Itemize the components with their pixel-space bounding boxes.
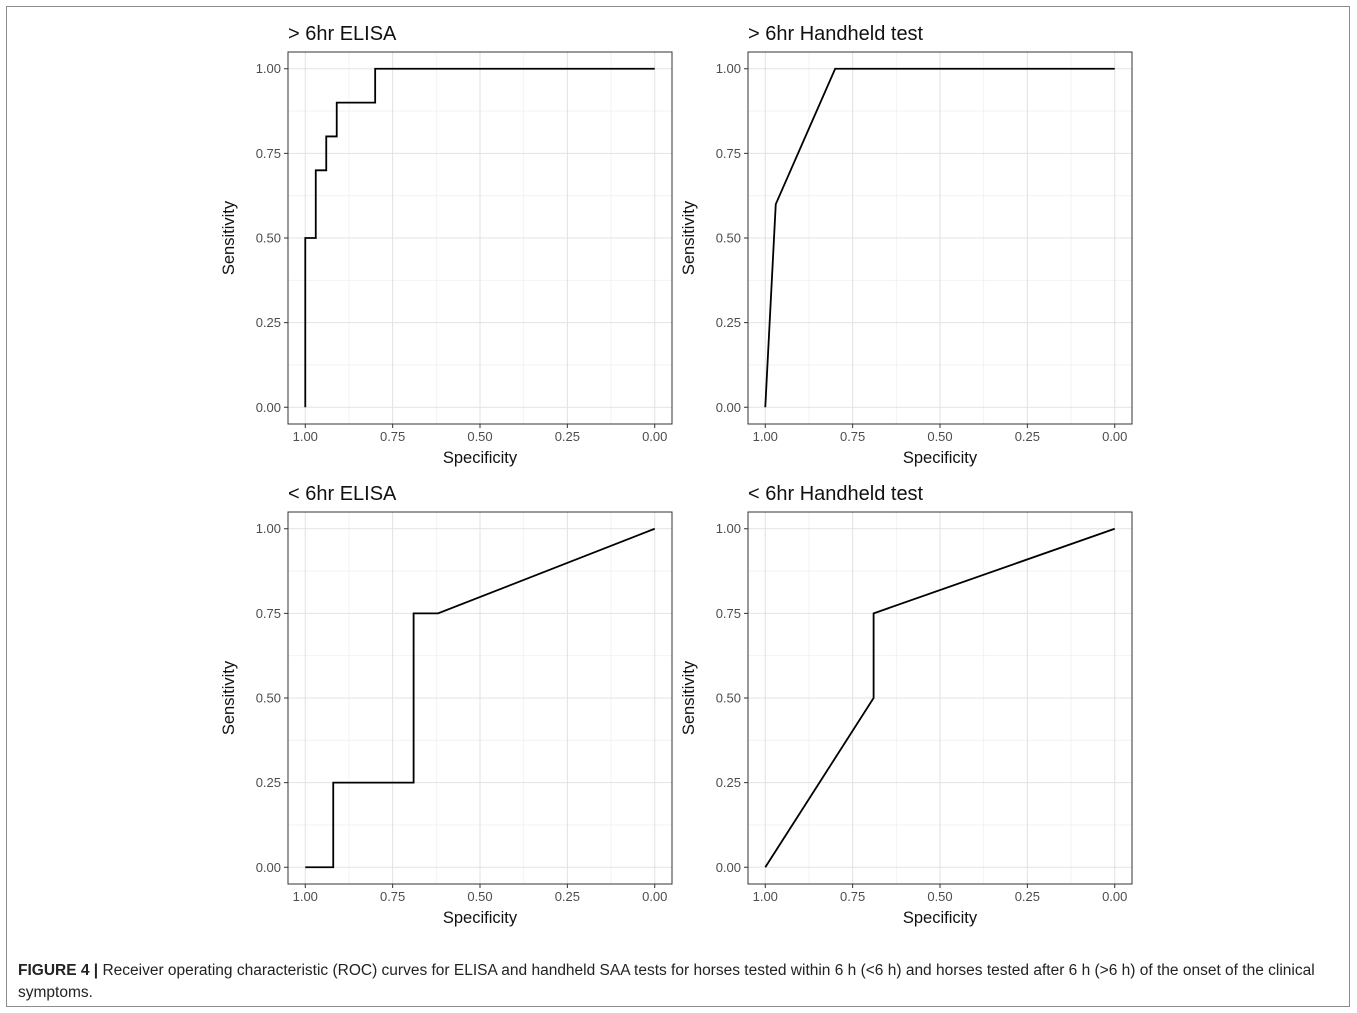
x-tick-label: 0.75 xyxy=(380,429,405,444)
y-tick-label: 0.00 xyxy=(256,400,281,415)
x-tick-label: 0.50 xyxy=(467,889,492,904)
y-axis-title: Sensitivity xyxy=(220,200,238,275)
y-tick-label: 1.00 xyxy=(256,521,281,536)
x-tick-label: 0.50 xyxy=(927,889,952,904)
panel-title: < 6hr ELISA xyxy=(288,483,397,505)
x-tick-label: 1.00 xyxy=(753,889,778,904)
figure-label: FIGURE 4 | xyxy=(18,962,99,979)
x-tick-label: 0.00 xyxy=(642,429,667,444)
x-tick-label: 1.00 xyxy=(293,889,318,904)
x-axis-title: Specificity xyxy=(443,909,518,927)
y-axis-title: Sensitivity xyxy=(680,200,698,275)
panel-title: > 6hr Handheld test xyxy=(748,23,924,45)
roc-panel-4: 1.00 0.75 0.50 0.25 0.00 0.00 0.25 0.50 0.75 1.00… xyxy=(680,483,1133,927)
y-tick-label: 0.50 xyxy=(256,691,281,706)
y-tick-label: 0.75 xyxy=(256,146,281,161)
y-tick-label: 0.75 xyxy=(716,146,741,161)
x-tick-label: 0.00 xyxy=(1102,889,1127,904)
y-tick-label: 0.00 xyxy=(716,400,741,415)
y-axis-title: Sensitivity xyxy=(220,660,238,735)
roc-panel-2: 1.00 0.75 0.50 0.25 0.00 0.00 0.25 0.50 0.75 1.00… xyxy=(680,23,1133,467)
caption-text: Receiver operating characteristic (ROC) … xyxy=(18,962,1315,1001)
y-tick-label: 0.00 xyxy=(716,860,741,875)
roc-panel-3: 1.00 0.75 0.50 0.25 0.00 0.00 0.25 0.50 0.75 1.00… xyxy=(220,483,673,927)
y-tick-label: 0.25 xyxy=(716,775,741,790)
panel-title: < 6hr Handheld test xyxy=(748,483,924,505)
y-tick-label: 1.00 xyxy=(256,61,281,76)
y-tick-label: 0.00 xyxy=(256,860,281,875)
x-tick-label: 0.25 xyxy=(555,429,580,444)
y-tick-label: 1.00 xyxy=(716,521,741,536)
roc-panel-1: 1.00 0.75 0.50 0.25 0.00 0.00 0.25 0.50 0.75 1.00… xyxy=(220,23,673,467)
x-tick-label: 0.75 xyxy=(840,429,865,444)
y-axis-title: Sensitivity xyxy=(680,660,698,735)
x-tick-label: 1.00 xyxy=(293,429,318,444)
x-axis-title: Specificity xyxy=(903,449,978,467)
x-tick-label: 0.00 xyxy=(642,889,667,904)
y-tick-label: 0.25 xyxy=(256,315,281,330)
figure-caption: FIGURE 4 | Receiver operating characteri… xyxy=(18,960,1343,1004)
y-tick-label: 0.50 xyxy=(256,231,281,246)
roc-figure: 1.00 0.75 0.50 0.25 0.00 0.00 0.25 0.50 0.75 1.00… xyxy=(220,23,1133,927)
x-axis-title: Specificity xyxy=(443,449,518,467)
x-tick-label: 0.25 xyxy=(555,889,580,904)
panel-title: > 6hr ELISA xyxy=(288,23,397,45)
y-tick-label: 0.75 xyxy=(716,606,741,621)
roc-curve-line xyxy=(304,67,655,408)
x-tick-label: 1.00 xyxy=(753,429,778,444)
y-tick-label: 1.00 xyxy=(716,61,741,76)
y-tick-label: 0.50 xyxy=(716,691,741,706)
x-tick-label: 0.75 xyxy=(840,889,865,904)
roc-curve-line xyxy=(305,527,656,869)
y-tick-label: 0.25 xyxy=(716,315,741,330)
y-tick-label: 0.25 xyxy=(256,775,281,790)
roc-curve-line xyxy=(764,67,1115,408)
roc-curve-line xyxy=(764,527,1116,868)
x-tick-label: 0.75 xyxy=(380,889,405,904)
x-tick-label: 0.25 xyxy=(1015,889,1040,904)
x-tick-label: 0.50 xyxy=(467,429,492,444)
y-tick-label: 0.75 xyxy=(256,606,281,621)
x-tick-label: 0.00 xyxy=(1102,429,1127,444)
x-tick-label: 0.50 xyxy=(927,429,952,444)
x-tick-label: 0.25 xyxy=(1015,429,1040,444)
y-tick-label: 0.50 xyxy=(716,231,741,246)
x-axis-title: Specificity xyxy=(903,909,978,927)
